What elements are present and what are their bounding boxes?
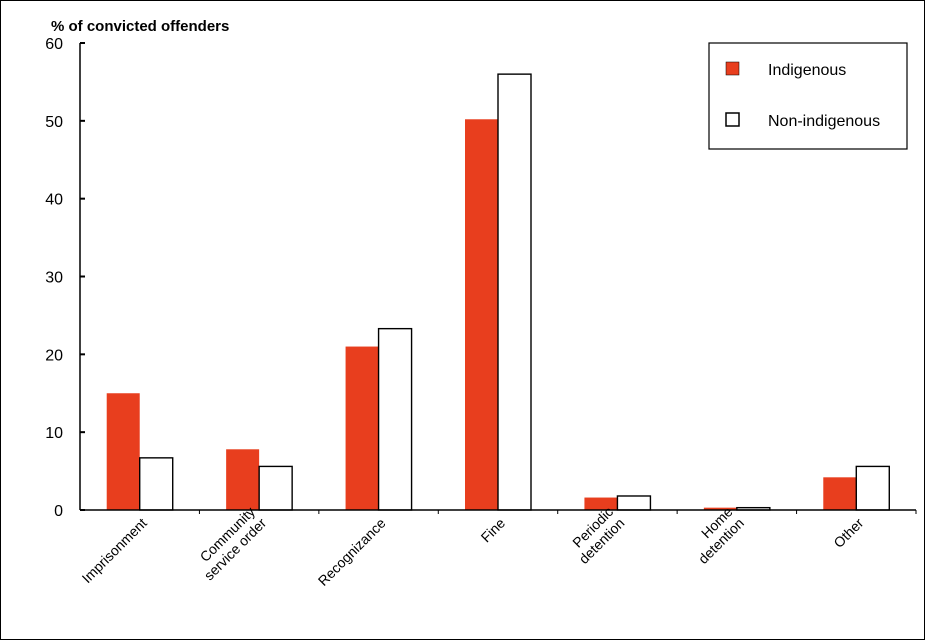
x-tick-label: Fine [478,515,509,546]
legend-label-non-indigenous: Non-indigenous [768,113,880,130]
legend-swatch-indigenous [725,61,740,76]
legend-box [708,42,908,150]
y-tick-label: 30 [45,270,63,287]
y-tick-label: 50 [45,114,63,131]
bar-indigenous [823,477,857,510]
bar-indigenous [465,119,498,510]
x-tick-label: Homedetention [684,503,748,567]
bar-non-indigenous [258,465,293,511]
y-axis: 0 10 20 30 40 50 60 [45,36,85,520]
x-tick-label: Periodicdetention [564,503,627,566]
legend-swatch-non-indigenous [725,112,740,127]
y-axis-label: % of convicted offenders [51,18,229,35]
bars [106,73,890,511]
x-tick-label: Other [830,515,866,551]
y-tick-label: 40 [45,192,63,209]
bar-indigenous [703,507,737,510]
bar-indigenous [584,497,618,510]
bar-non-indigenous [377,327,413,511]
y-tick-label: 10 [45,425,63,442]
y-tick-label: 20 [45,347,63,364]
y-tick-label: 0 [54,503,63,520]
bar-non-indigenous [616,495,652,511]
x-tick-label: Communityservice order [189,503,269,583]
x-axis: Imprisonment Communityservice order Recogn… [79,503,917,589]
bar-non-indigenous [497,73,532,511]
bar-non-indigenous [855,465,890,511]
bar-indigenous [226,449,260,510]
legend-label-indigenous: Indigenous [768,62,846,79]
x-tick-label: Imprisonment [79,515,150,586]
bar-non-indigenous [139,457,174,511]
bar-indigenous [345,346,379,510]
bar-indigenous [106,393,140,510]
y-tick-label: 60 [45,36,63,53]
legend: Indigenous Non-indigenous [708,42,908,150]
x-tick-label: Recognizance [315,515,389,589]
